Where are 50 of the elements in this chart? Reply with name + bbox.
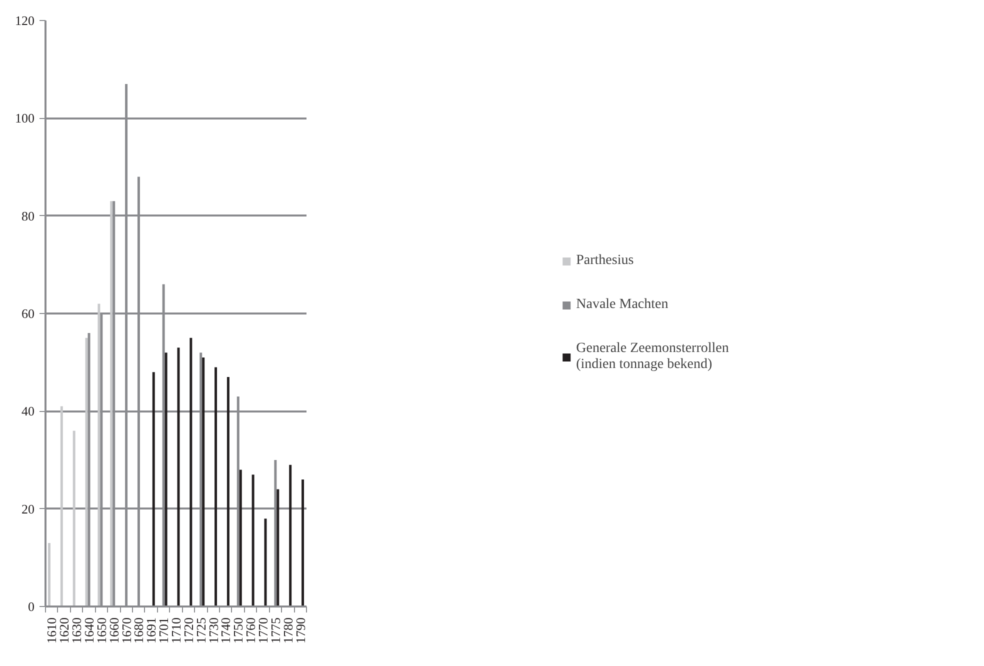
y-tick-label: 20 — [22, 501, 34, 516]
x-tick-label: 1701 — [156, 618, 172, 644]
y-tick-label: 120 — [15, 13, 34, 28]
bar — [72, 430, 76, 606]
bar — [152, 372, 155, 606]
bar — [202, 357, 205, 606]
x-tick-label: 1670 — [118, 618, 134, 644]
x-tick-label: 1680 — [131, 618, 146, 644]
y-tick-label: 0 — [28, 599, 34, 614]
x-tick-label: 1780 — [280, 618, 296, 644]
bar — [252, 474, 254, 606]
bar — [226, 376, 230, 606]
legend-label: Navale Machten — [576, 297, 668, 313]
bar — [85, 338, 88, 606]
x-tick-label: 1630 — [69, 618, 84, 644]
bar — [214, 367, 218, 606]
bar — [110, 201, 113, 606]
x-tick-label: 1770 — [256, 618, 270, 644]
x-tick-label: 1760 — [243, 618, 258, 644]
x-tick-label: 1610 — [44, 618, 60, 644]
bar — [302, 480, 304, 606]
bar — [190, 338, 192, 606]
x-tick-label: 1730 — [206, 618, 221, 644]
bar — [289, 464, 292, 606]
legend-label: Parthesius — [576, 253, 634, 269]
x-tick-label: 1620 — [56, 618, 72, 644]
bar — [98, 304, 100, 606]
bar — [239, 470, 242, 606]
bar — [276, 489, 280, 606]
bar — [48, 543, 50, 606]
bar — [60, 406, 63, 606]
y-tick-label: 80 — [22, 208, 34, 224]
bar — [177, 348, 180, 606]
x-tick-label: 1660 — [106, 618, 122, 644]
bar — [264, 518, 267, 606]
legend-label: Generale Zeemonsterrollen (indien tonnage bekend) — [576, 341, 729, 373]
x-tick-label: 1691 — [144, 618, 159, 644]
x-tick-label: 1720 — [180, 618, 196, 644]
x-tick-label: 1750 — [230, 618, 246, 644]
bar — [164, 352, 168, 606]
y-tick-label: 100 — [15, 110, 34, 126]
x-tick-label: 1640 — [82, 618, 96, 644]
x-tick-label: 1725 — [193, 618, 208, 644]
x-tick-label: 1775 — [268, 618, 283, 644]
x-tick-label: 1650 — [94, 618, 109, 644]
y-tick-label: 60 — [22, 306, 34, 321]
y-tick-label: 40 — [22, 404, 34, 419]
x-tick-label: 1790 — [292, 618, 308, 644]
x-tick-label: 1740 — [218, 618, 234, 644]
x-tick-label: 1710 — [168, 618, 184, 644]
